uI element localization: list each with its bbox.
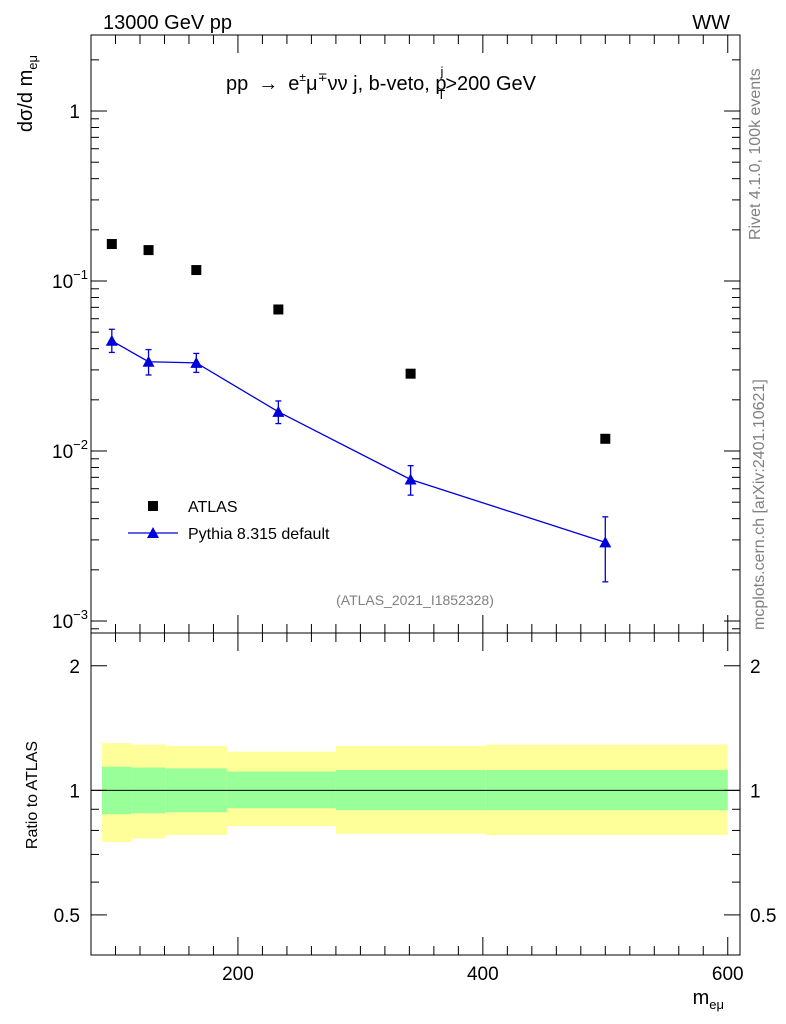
header-right: WW (692, 12, 730, 34)
pythia-point (272, 405, 285, 417)
pythia-point (105, 334, 118, 346)
x-tick-label: 600 (712, 964, 744, 985)
legend: ATLAS Pythia 8.315 default (128, 499, 330, 543)
y-tick-label-ratio-left: 1 (69, 781, 80, 802)
x-axis-label: meμ (693, 987, 724, 1012)
atlas-point (191, 265, 202, 276)
mcplots-label: mcplots.cern.ch [arXiv:2401.10621] (751, 379, 768, 630)
legend-pythia-label: Pythia 8.315 default (188, 526, 330, 543)
axis-ticks (91, 35, 740, 956)
ratio-uncertainty-bands (102, 743, 728, 843)
header-left: 13000 GeV pp (103, 12, 232, 34)
y-tick-label-ratio-left: 2 (69, 657, 80, 678)
atlas-point (405, 368, 416, 379)
plot-title: pp → e±μ∓νν j, b-veto, pj T>200 GeV (226, 64, 537, 102)
y-tick-label-ratio-right: 0.5 (750, 906, 776, 927)
atlas-point (143, 245, 154, 256)
y-tick-label-main: 10−2 (52, 437, 88, 463)
atlas-point (106, 239, 117, 250)
y-tick-label-main: 1 (69, 102, 80, 123)
x-tick-label: 400 (467, 964, 499, 985)
ratio-frame (90, 632, 741, 956)
axis-tick-labels: 1 10−1 10−2 10−3 0.5 0.5 1 1 2 2 200 400 600 (52, 102, 776, 985)
y-axis-label-ratio: Ratio to ATLAS (24, 741, 41, 849)
pythia-series (105, 328, 612, 583)
y-tick-label-ratio-left: 0.5 (54, 906, 80, 927)
atlas-point (273, 304, 284, 315)
x-tick-label: 200 (222, 964, 254, 985)
analysis-id: (ATLAS_2021_I1852328) (336, 592, 494, 608)
pythia-point (599, 536, 612, 548)
pythia-line (111, 340, 606, 544)
y-tick-label-main: 10−1 (52, 267, 88, 293)
legend-pythia-marker (147, 527, 159, 538)
atlas-series (106, 239, 611, 444)
pythia-point (142, 355, 155, 367)
atlas-point (600, 433, 611, 444)
rivet-label: Rivet 4.1.0, 100k events (747, 68, 764, 240)
y-tick-label-main: 10−3 (52, 607, 88, 633)
main-frame (90, 34, 741, 634)
y-tick-label-ratio-right: 1 (750, 781, 761, 802)
legend-atlas-marker (148, 501, 158, 511)
y-tick-label-ratio-right: 2 (750, 657, 761, 678)
legend-atlas-label: ATLAS (188, 499, 238, 516)
pythia-point (404, 473, 417, 485)
y-axis-label-main: dσ/d meμ (15, 55, 40, 132)
pythia-point (190, 356, 203, 368)
